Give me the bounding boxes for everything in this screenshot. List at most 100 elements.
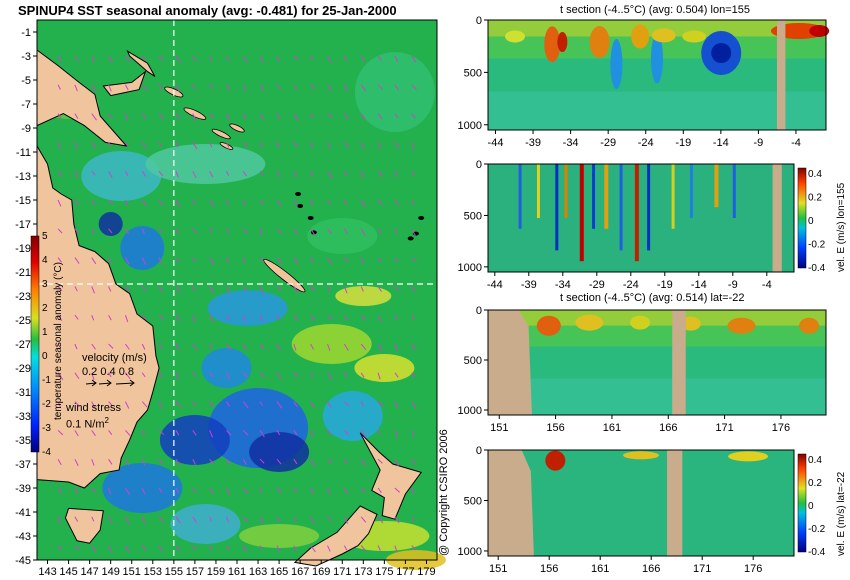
wind-arrow [175,113,181,120]
wind-arrow [108,314,112,321]
section-colorbar-tick-label: 0.2 [808,478,822,489]
section-y-tick-label: 500 [464,495,482,507]
wind-arrow [310,401,316,408]
wind-arrow [226,458,231,465]
section-x-tick-label: -4 [762,279,772,291]
wind-arrow [411,430,415,437]
wind-arrow [327,343,331,351]
section-x-tick-label: 161 [591,563,609,575]
wind-arrow [327,199,331,205]
section-anomaly-patch [727,317,756,334]
wind-arrow [226,113,231,121]
wind-arrow [411,55,417,63]
wind-arrow [141,343,146,350]
anomaly-patch [170,504,241,544]
section-x-tick-label: -34 [555,279,571,291]
wind-arrow [175,343,180,350]
section-anomaly-patch [505,30,526,43]
wind-arrow [57,458,62,466]
wind-arrow [360,257,365,265]
wind-arrow [343,286,348,294]
wind-arrow [209,516,213,522]
anomaly-patch [120,226,165,270]
map-y-tick-label: -45 [15,555,31,567]
wind-arrow [377,545,381,551]
section-y-tick-label: 0 [476,305,482,317]
wind-arrow [158,343,163,349]
section-velocity-stripe [671,164,675,229]
wind-arrow [57,84,61,90]
wind-arrow [293,113,299,121]
wind-arrow [192,228,198,235]
wind-arrow [360,171,365,179]
wind-arrow [344,430,350,435]
wind-arrow [377,372,381,380]
wind-arrow [108,257,112,264]
wind-arrow [343,170,348,176]
wind-arrow [108,142,112,147]
wind-arrow [411,228,416,236]
map-colorbar-tick-label: 5 [42,231,48,242]
wind-arrow [226,142,230,148]
section-x-tick-label: -19 [657,279,673,291]
wind-arrow [141,142,147,150]
section-x-tick-label: -9 [728,279,738,291]
wind-arrow [360,516,367,523]
wind-arrow [209,142,213,148]
section-colorbar-tick-label: 0.4 [808,169,822,180]
wind-arrow [343,545,348,551]
section-velocity-stripe [732,164,736,218]
map-x-tick-label: 157 [186,566,204,578]
anomaly-patch [81,151,162,201]
wind-arrow [259,55,264,63]
wind-arrow [209,84,214,90]
wind-arrow [360,55,366,62]
wind-arrow [108,401,113,407]
map-y-tick-label: -7 [21,99,31,111]
wind-arrow [327,113,333,119]
anomaly-patch [159,415,230,465]
wind-arrow [242,113,247,120]
section-colorbar-tick-label: 0 [808,216,814,227]
wind-arrow [125,372,131,380]
section-anomaly-patch [799,317,820,334]
section-x-tick-label: 161 [603,422,621,434]
section-y-tick-label: 0 [476,15,482,27]
section2-colorbar-label: vel. E (m/s) lon=155 [836,182,847,272]
section-x-tick-label: -39 [525,137,541,149]
wind-arrow [91,199,96,206]
wind-arrow [242,199,246,206]
wind-arrow [175,487,179,494]
wind-arrow [242,545,247,553]
section-x-tick-label: -24 [638,137,654,149]
wind-arrow [91,55,96,63]
section-depth-band [488,450,794,556]
section-anomaly-patch [631,24,650,49]
wind-arrow [327,487,331,495]
wind-arrow [226,516,230,523]
wind-arrow [175,372,179,380]
wind-arrow [293,199,298,207]
wind-arrow [158,401,162,408]
section-anomaly-patch [544,26,561,63]
section-velocity-stripe [689,164,693,218]
wind-arrow [293,401,298,408]
map-x-tick-label: 153 [144,566,162,578]
anomaly-patch [354,354,415,382]
map-x-tick-label: 163 [249,566,267,578]
wind-arrow [327,228,333,234]
wind-arrow [175,199,181,208]
wind-arrow [108,170,113,178]
wind-arrow [158,228,163,234]
wind-arrow [192,314,197,323]
map-y-tick-label: -39 [15,483,31,495]
section-colorbar-tick-label: -0.4 [808,263,826,274]
wind-arrow [192,55,198,62]
wind-arrow [74,142,78,150]
wind-arrow [394,545,398,553]
wind-arrow [124,170,129,177]
section-x-tick-label: -4 [791,137,801,149]
wind-arrow [293,142,299,148]
map-y-tick-label: -43 [15,531,31,543]
wind-arrow [293,55,300,61]
